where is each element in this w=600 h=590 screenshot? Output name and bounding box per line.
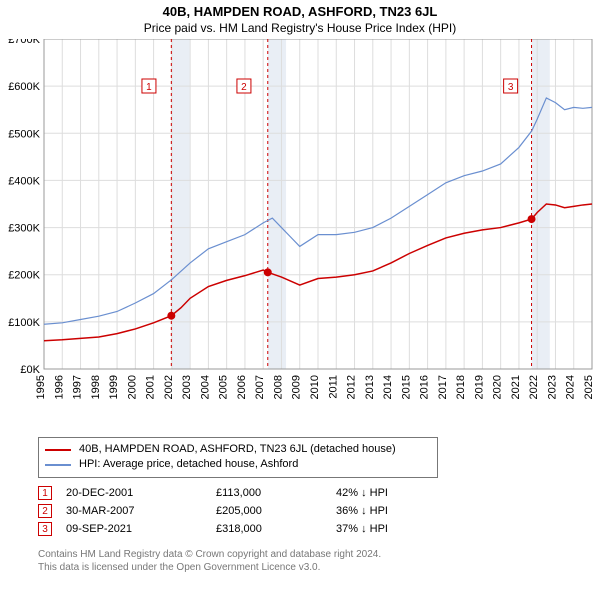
event-row: 2 30-MAR-2007 £205,000 36% ↓ HPI <box>38 502 446 520</box>
legend-label: 40B, HAMPDEN ROAD, ASHFORD, TN23 6JL (de… <box>79 442 396 457</box>
svg-text:3: 3 <box>508 82 514 93</box>
svg-text:£700K: £700K <box>8 39 40 46</box>
footer: Contains HM Land Registry data © Crown c… <box>38 548 600 574</box>
svg-text:2016: 2016 <box>419 375 431 399</box>
legend: 40B, HAMPDEN ROAD, ASHFORD, TN23 6JL (de… <box>38 437 438 478</box>
svg-text:2003: 2003 <box>181 375 193 399</box>
event-price: £205,000 <box>216 502 336 520</box>
legend-row: 40B, HAMPDEN ROAD, ASHFORD, TN23 6JL (de… <box>45 442 431 457</box>
svg-text:2005: 2005 <box>218 375 230 399</box>
svg-text:1998: 1998 <box>90 375 102 399</box>
svg-text:2024: 2024 <box>565 375 577 399</box>
svg-text:2002: 2002 <box>163 375 175 399</box>
event-date: 20-DEC-2001 <box>66 484 216 502</box>
event-marker-icon: 1 <box>38 486 52 500</box>
chart-subtitle: Price paid vs. HM Land Registry's House … <box>0 21 600 35</box>
chart-svg: 1 2 3 £0K £100K £200K £300K £400K £500K £600K £700… <box>0 39 600 429</box>
svg-text:£200K: £200K <box>8 270 40 282</box>
event-row: 1 20-DEC-2001 £113,000 42% ↓ HPI <box>38 484 446 502</box>
events-table: 1 20-DEC-2001 £113,000 42% ↓ HPI 2 30-MA… <box>38 484 600 538</box>
svg-text:2021: 2021 <box>510 375 522 399</box>
legend-label: HPI: Average price, detached house, Ashf… <box>79 457 298 472</box>
svg-text:2022: 2022 <box>528 375 540 399</box>
svg-text:2013: 2013 <box>364 375 376 399</box>
svg-text:2006: 2006 <box>236 375 248 399</box>
svg-text:1999: 1999 <box>108 375 120 399</box>
svg-text:£0K: £0K <box>20 364 40 376</box>
event-delta: 36% ↓ HPI <box>336 502 446 520</box>
svg-text:£100K: £100K <box>8 317 40 329</box>
svg-text:2001: 2001 <box>145 375 157 399</box>
svg-text:2015: 2015 <box>400 375 412 399</box>
event-row: 3 09-SEP-2021 £318,000 37% ↓ HPI <box>38 520 446 538</box>
svg-text:1: 1 <box>146 82 152 93</box>
svg-text:2010: 2010 <box>309 375 321 399</box>
svg-text:2009: 2009 <box>291 375 303 399</box>
event-delta: 42% ↓ HPI <box>336 484 446 502</box>
svg-text:2: 2 <box>241 82 247 93</box>
event-price: £113,000 <box>216 484 336 502</box>
event-marker-icon: 2 <box>38 504 52 518</box>
svg-text:£500K: £500K <box>8 128 40 140</box>
svg-text:2000: 2000 <box>126 375 138 399</box>
svg-text:2020: 2020 <box>492 375 504 399</box>
footer-line: Contains HM Land Registry data © Crown c… <box>38 548 600 561</box>
svg-text:£300K: £300K <box>8 223 40 235</box>
footer-line: This data is licensed under the Open Gov… <box>38 561 600 574</box>
event-marker-icon: 3 <box>38 522 52 536</box>
chart-title: 40B, HAMPDEN ROAD, ASHFORD, TN23 6JL <box>0 4 600 19</box>
svg-text:2011: 2011 <box>327 375 339 399</box>
svg-text:2018: 2018 <box>455 375 467 399</box>
legend-swatch <box>45 464 71 466</box>
chart-area: 1 2 3 £0K £100K £200K £300K £400K £500K £600K £700… <box>0 39 600 429</box>
svg-text:2008: 2008 <box>272 375 284 399</box>
svg-text:2012: 2012 <box>346 375 358 399</box>
svg-text:2004: 2004 <box>199 375 211 399</box>
event-date: 09-SEP-2021 <box>66 520 216 538</box>
svg-text:£600K: £600K <box>8 81 40 93</box>
legend-swatch <box>45 449 71 451</box>
svg-text:1995: 1995 <box>35 375 47 399</box>
svg-text:2019: 2019 <box>473 375 485 399</box>
svg-text:2025: 2025 <box>583 375 595 399</box>
svg-text:2023: 2023 <box>546 375 558 399</box>
titles: 40B, HAMPDEN ROAD, ASHFORD, TN23 6JL Pri… <box>0 0 600 35</box>
svg-text:1996: 1996 <box>53 375 65 399</box>
svg-text:2017: 2017 <box>437 375 449 399</box>
legend-row: HPI: Average price, detached house, Ashf… <box>45 457 431 472</box>
svg-text:2007: 2007 <box>254 375 266 399</box>
event-date: 30-MAR-2007 <box>66 502 216 520</box>
svg-text:£400K: £400K <box>8 175 40 187</box>
event-delta: 37% ↓ HPI <box>336 520 446 538</box>
event-price: £318,000 <box>216 520 336 538</box>
svg-text:1997: 1997 <box>72 375 84 399</box>
svg-text:2014: 2014 <box>382 375 394 399</box>
